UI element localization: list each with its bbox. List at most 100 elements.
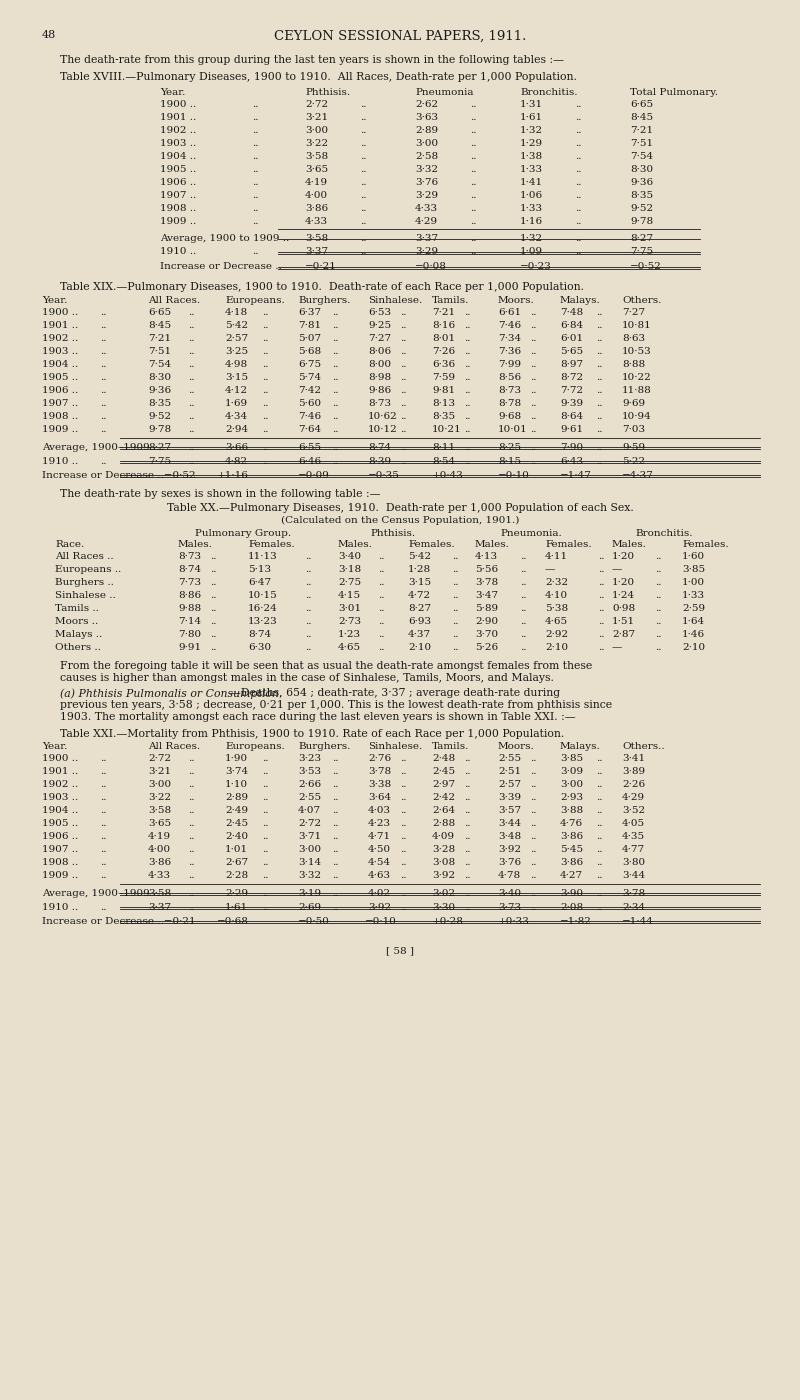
Text: 2·76: 2·76 [368, 755, 391, 763]
Text: Sinhalese ..: Sinhalese .. [55, 591, 116, 601]
Text: ..: .. [188, 335, 194, 343]
Text: Males.: Males. [178, 540, 213, 549]
Text: 4·33: 4·33 [148, 871, 171, 881]
Text: 9·39: 9·39 [560, 399, 583, 407]
Text: —: — [612, 643, 622, 652]
Text: Males.: Males. [612, 540, 647, 549]
Text: 3·58: 3·58 [305, 234, 328, 244]
Text: CEYLON SESSIONAL PAPERS, 1911.: CEYLON SESSIONAL PAPERS, 1911. [274, 29, 526, 43]
Text: 1·01: 1·01 [225, 846, 248, 854]
Text: ..: .. [332, 767, 338, 776]
Text: 6·65: 6·65 [630, 99, 653, 109]
Text: 5·13: 5·13 [248, 566, 271, 574]
Text: ..: .. [100, 412, 106, 421]
Text: ..: .. [188, 372, 194, 382]
Text: ..: .. [598, 617, 605, 626]
Text: 7·73: 7·73 [178, 578, 201, 587]
Text: ..: .. [332, 819, 338, 827]
Text: ..: .. [464, 412, 470, 421]
Text: ..: .. [100, 360, 106, 370]
Text: 48: 48 [42, 29, 56, 41]
Text: 4·19: 4·19 [305, 178, 328, 188]
Text: 2·28: 2·28 [225, 871, 248, 881]
Text: ..: .. [530, 308, 537, 316]
Text: 1·31: 1·31 [520, 99, 543, 109]
Text: 7·51: 7·51 [148, 347, 171, 356]
Text: 2·62: 2·62 [415, 99, 438, 109]
Text: ..: .. [360, 99, 366, 109]
Text: 5·45: 5·45 [560, 846, 583, 854]
Text: ..: .. [400, 321, 406, 330]
Text: 2·73: 2·73 [338, 617, 361, 626]
Text: ..: .. [188, 456, 194, 466]
Text: ..: .. [520, 643, 526, 652]
Text: 6·43: 6·43 [560, 456, 583, 466]
Text: 3·02: 3·02 [432, 889, 455, 897]
Text: 10·62: 10·62 [368, 412, 398, 421]
Text: Tamils ..: Tamils .. [55, 603, 99, 613]
Text: 2·45: 2·45 [432, 767, 455, 776]
Text: 1900 ..: 1900 .. [42, 755, 78, 763]
Text: 1·16: 1·16 [520, 217, 543, 225]
Text: 7·21: 7·21 [148, 335, 171, 343]
Text: 4·03: 4·03 [368, 806, 391, 815]
Text: ..: .. [470, 204, 477, 213]
Text: ..: .. [530, 372, 537, 382]
Text: 5·38: 5·38 [545, 603, 568, 613]
Text: 5·65: 5·65 [560, 347, 583, 356]
Text: ..: .. [530, 386, 537, 395]
Text: 4·77: 4·77 [622, 846, 645, 854]
Text: 3·78: 3·78 [622, 889, 645, 897]
Text: 8·56: 8·56 [498, 372, 521, 382]
Text: ..: .. [100, 372, 106, 382]
Text: ..: .. [452, 603, 458, 613]
Text: 2·58: 2·58 [415, 153, 438, 161]
Text: ..: .. [188, 858, 194, 867]
Text: 3·80: 3·80 [622, 858, 645, 867]
Text: ..: .. [655, 578, 662, 587]
Text: All Races ..: All Races .. [55, 552, 114, 561]
Text: 3·40: 3·40 [338, 552, 361, 561]
Text: ..: .. [360, 165, 366, 174]
Text: ..: .. [575, 178, 582, 188]
Text: 1903 ..: 1903 .. [42, 792, 78, 802]
Text: 2·51: 2·51 [498, 767, 521, 776]
Text: ..: .. [305, 617, 311, 626]
Text: 10·81: 10·81 [622, 321, 652, 330]
Text: −0·68: −0·68 [217, 917, 249, 925]
Text: 2·64: 2·64 [432, 806, 455, 815]
Text: 1·20: 1·20 [612, 552, 635, 561]
Text: 8·39: 8·39 [368, 456, 391, 466]
Text: 3·00: 3·00 [298, 846, 321, 854]
Text: ..: .. [262, 335, 269, 343]
Text: 6·36: 6·36 [432, 360, 455, 370]
Text: ..: .. [530, 903, 537, 911]
Text: 4·11: 4·11 [545, 552, 568, 561]
Text: ..: .. [575, 217, 582, 225]
Text: 3·92: 3·92 [498, 846, 521, 854]
Text: 4·34: 4·34 [225, 412, 248, 421]
Text: Others..: Others.. [622, 742, 665, 750]
Text: Average, 1900–1909 ..: Average, 1900–1909 .. [42, 889, 159, 897]
Text: 3·00: 3·00 [148, 780, 171, 790]
Text: ..: .. [470, 190, 477, 200]
Text: Phthisis.: Phthisis. [305, 88, 350, 97]
Text: ..: .. [378, 630, 385, 638]
Text: ..: .. [575, 204, 582, 213]
Text: ..: .. [332, 755, 338, 763]
Text: 1907 ..: 1907 .. [42, 846, 78, 854]
Text: ..: .. [100, 335, 106, 343]
Text: ..: .. [360, 246, 366, 256]
Text: 2·29: 2·29 [225, 889, 248, 897]
Text: ..: .. [100, 858, 106, 867]
Text: 8·35: 8·35 [148, 399, 171, 407]
Text: ..: .. [262, 806, 269, 815]
Text: ..: .. [262, 399, 269, 407]
Text: 3·78: 3·78 [368, 767, 391, 776]
Text: ..: .. [252, 178, 258, 188]
Text: ..: .. [520, 603, 526, 613]
Text: ..: .. [400, 426, 406, 434]
Text: ..: .. [262, 456, 269, 466]
Text: 6·01: 6·01 [560, 335, 583, 343]
Text: 9·78: 9·78 [630, 217, 653, 225]
